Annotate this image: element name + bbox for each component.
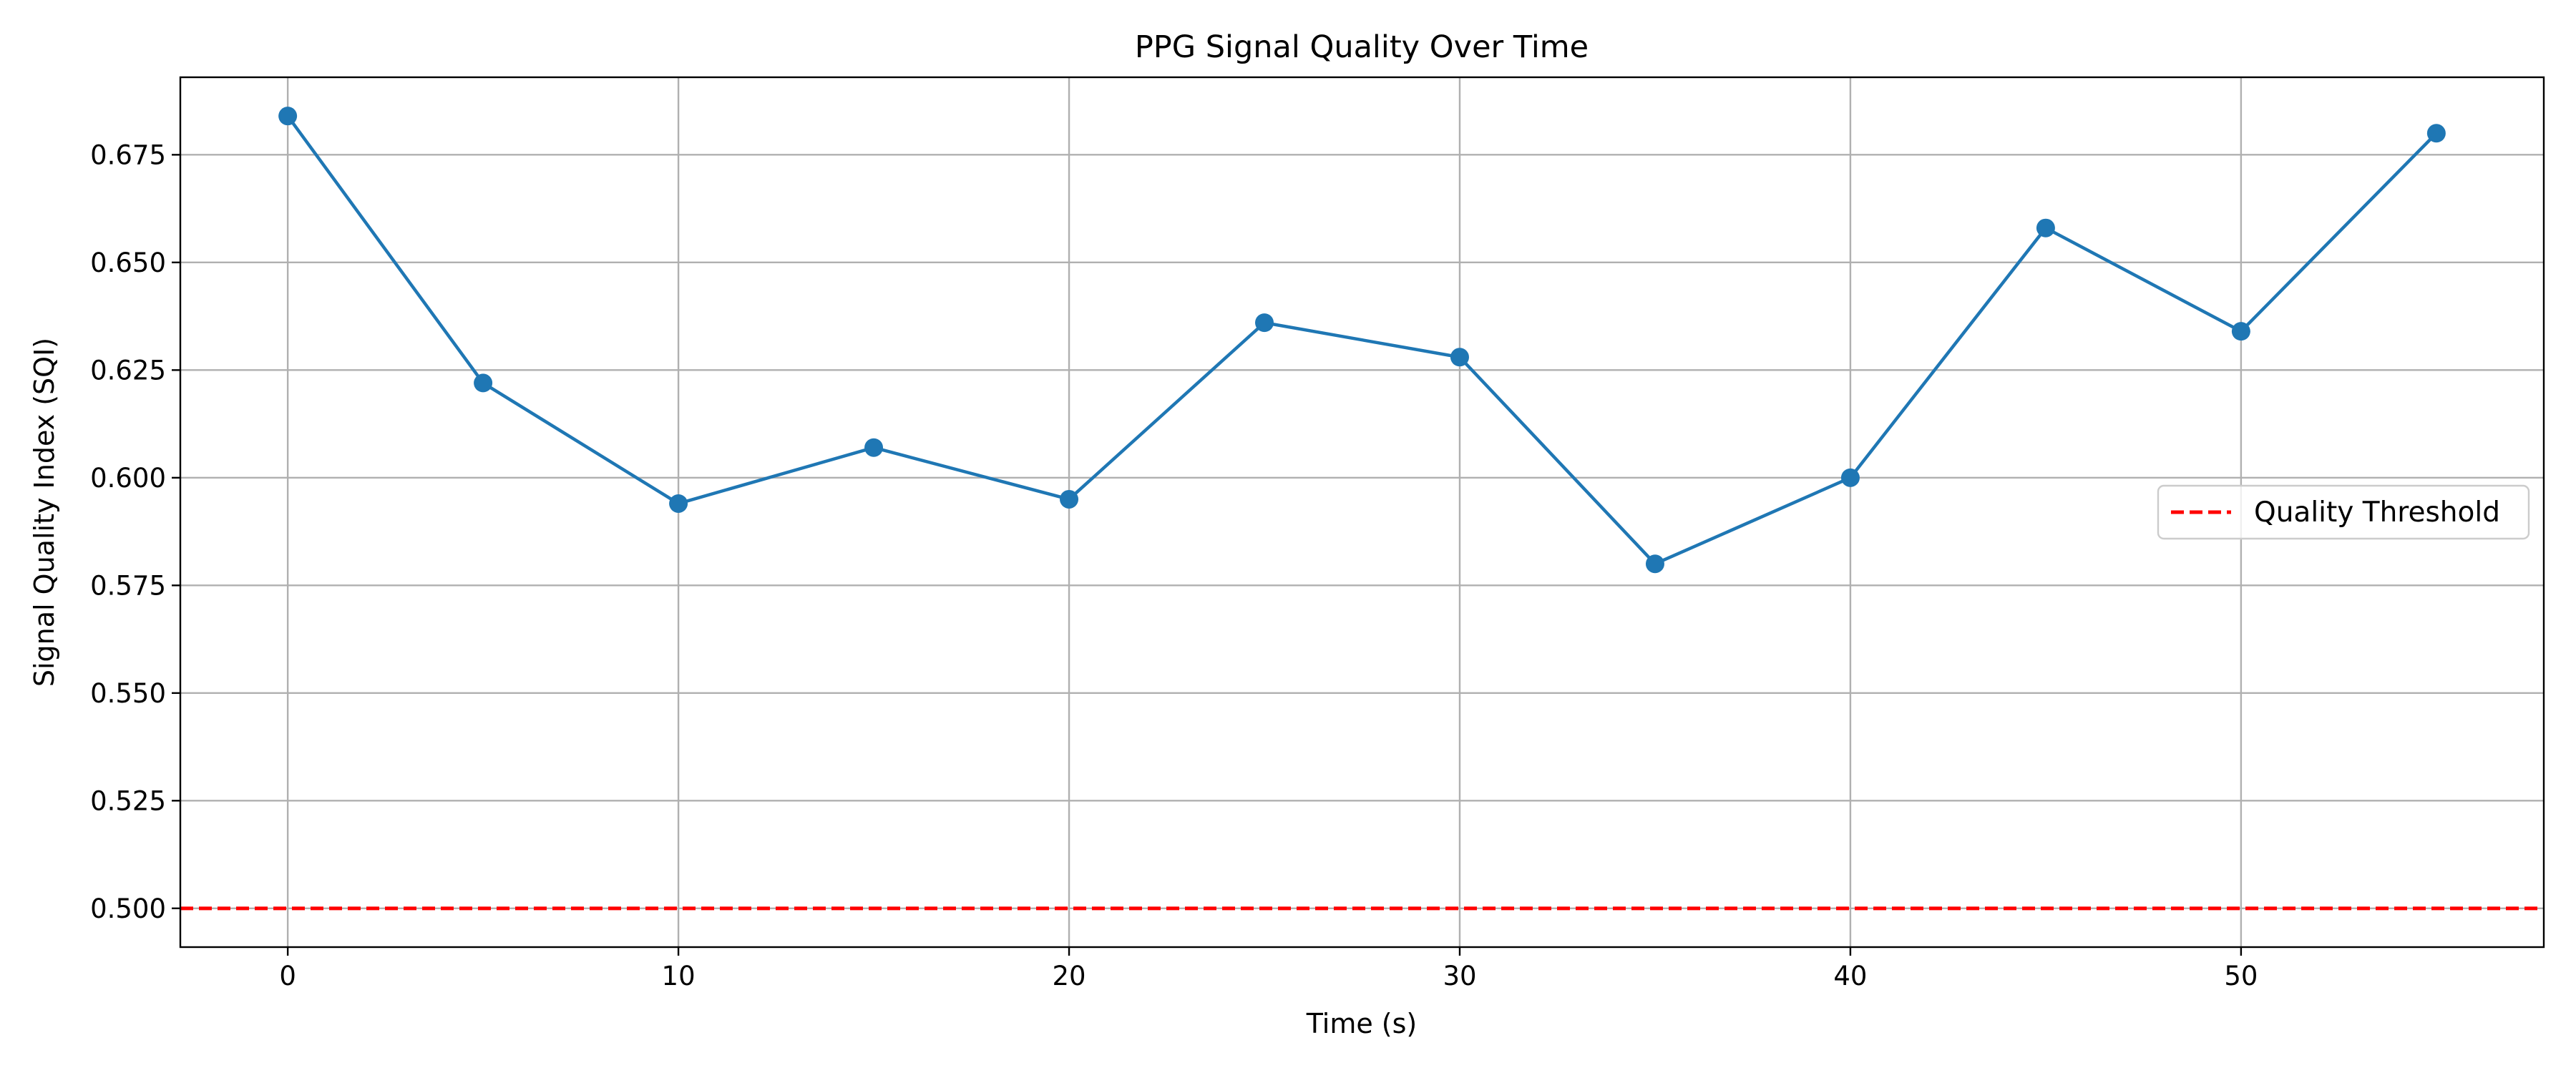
series-layer [278,107,2446,574]
data-point [1840,468,1860,487]
legend-label-threshold: Quality Threshold [2254,496,2500,529]
x-axis-label: Time (s) [1306,1008,1418,1039]
data-point [2231,322,2250,341]
x-tick-label: 20 [1052,961,1085,991]
data-point [864,438,884,457]
y-tick-label: 0.600 [90,463,166,494]
x-tick-label: 10 [662,961,696,991]
x-tick-label: 40 [1833,961,1867,991]
x-tick-label: 30 [1443,961,1476,991]
y-tick-label: 0.675 [90,139,166,170]
data-point [2426,124,2446,143]
x-tick-label: 50 [2224,961,2258,991]
data-point [1255,313,1274,333]
y-tick-label: 0.650 [90,248,166,278]
data-point [474,373,493,393]
plot-area [180,77,2544,947]
data-point [1645,554,1664,574]
data-point [2036,218,2055,237]
legend-box [2157,484,2530,540]
y-tick-label: 0.550 [90,678,166,709]
chart-title: PPG Signal Quality Over Time [1135,29,1589,65]
series-line [286,114,2438,566]
y-tick-label: 0.625 [90,355,166,386]
data-point [1450,348,1469,367]
legend: Quality Threshold [2157,484,2530,540]
ticks: 0 10 20 30 40 50 0.500 0.525 0.550 0.575 0.600 0.62… [90,139,2258,991]
data-point [278,107,298,126]
x-tick-label: 0 [279,961,296,991]
y-tick-label: 0.525 [90,785,166,816]
data-point [669,494,688,513]
y-tick-label: 0.575 [90,570,166,601]
plot-frame [179,76,2545,949]
y-axis-label: Signal Quality Index (SQI) [29,338,60,687]
data-point [1060,489,1079,509]
y-tick-label: 0.500 [90,893,166,924]
